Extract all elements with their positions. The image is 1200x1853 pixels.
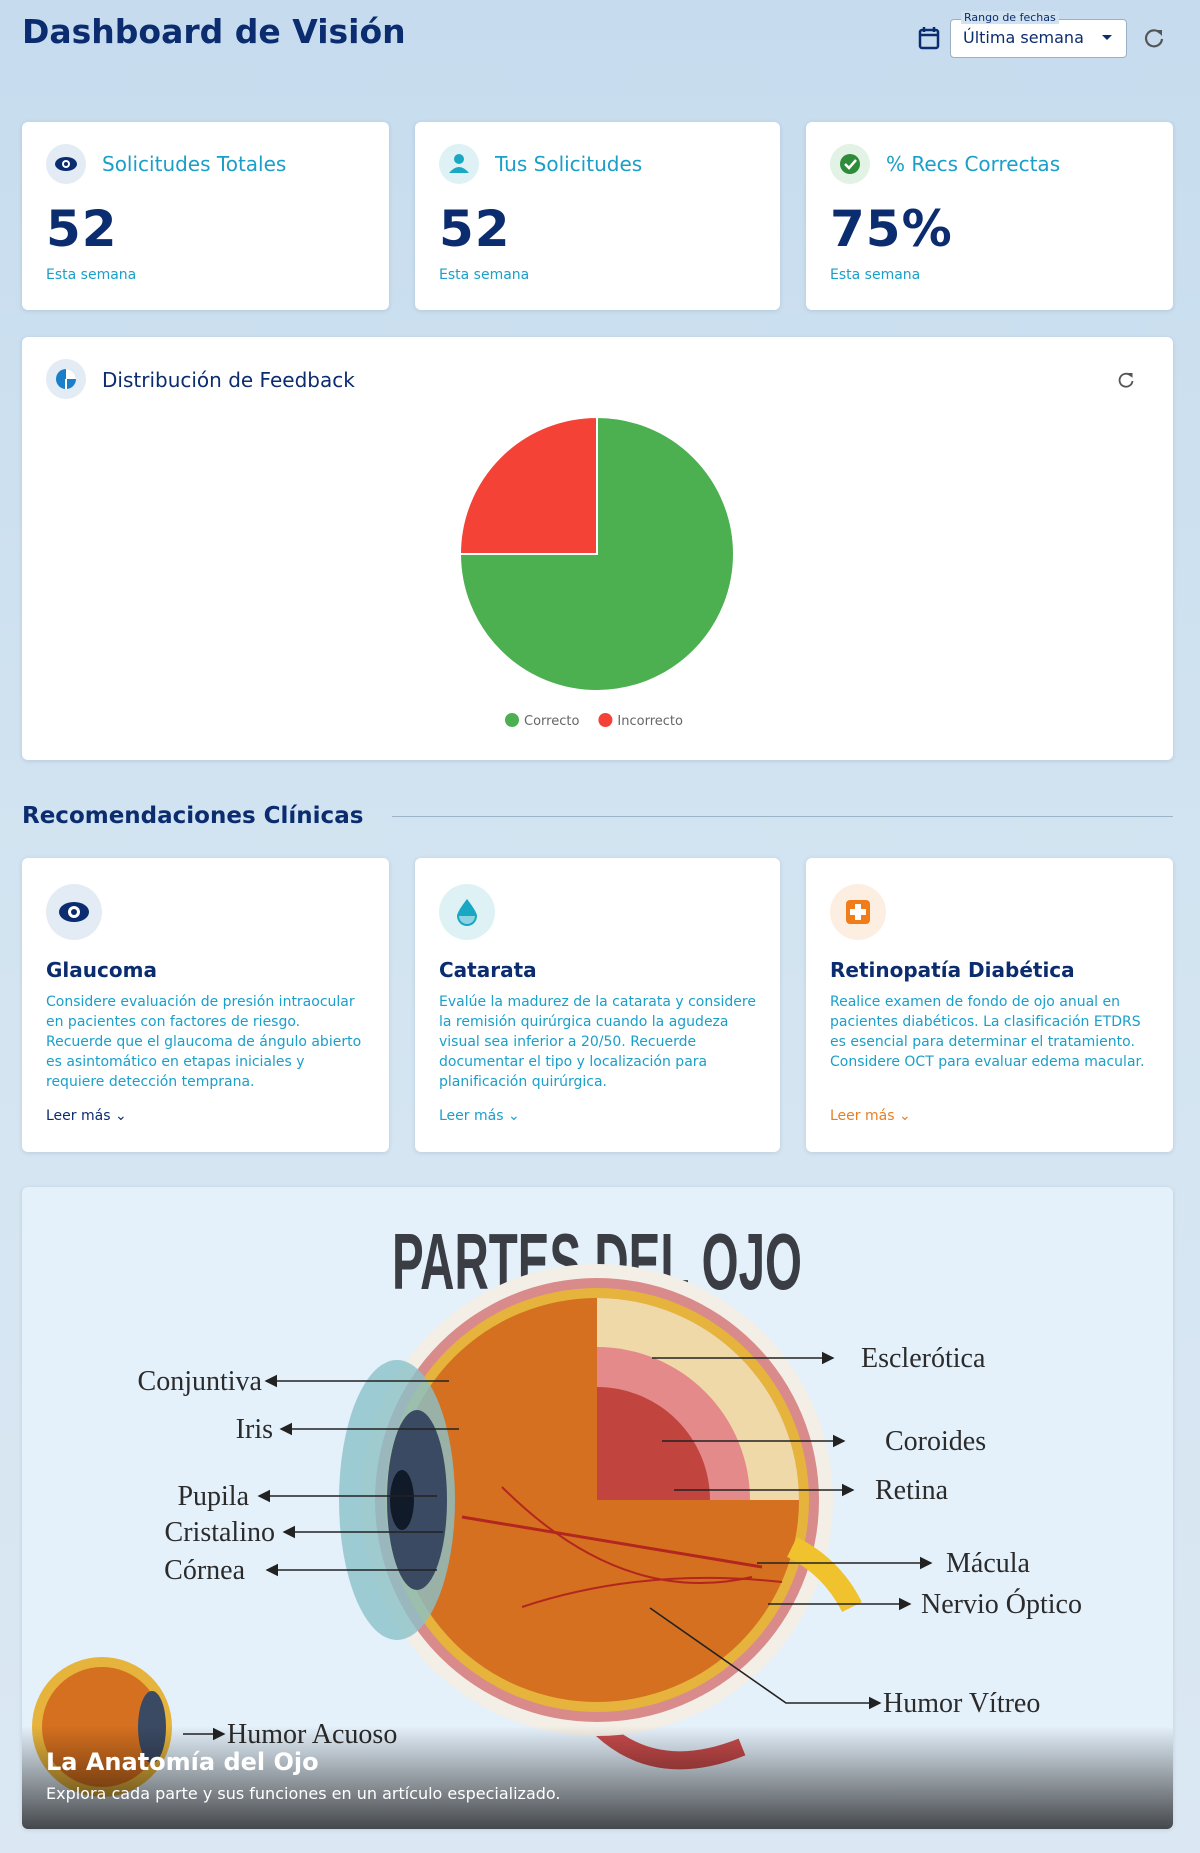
rec-title: Catarata — [439, 958, 537, 982]
refresh-button[interactable] — [1143, 27, 1165, 49]
caption-title: La Anatomía del Ojo — [46, 1748, 319, 1776]
anatomy-label: Coroides — [885, 1426, 986, 1457]
stat-period: Esta semana — [830, 267, 921, 283]
stat-icon — [439, 144, 479, 184]
caption-text: Explora cada parte y sus funciones en un… — [46, 1784, 561, 1803]
anatomy-label: Pupila — [177, 1481, 249, 1512]
chart-icon — [46, 359, 86, 399]
anatomy-label: Iris — [236, 1414, 273, 1445]
legend-swatch — [505, 713, 519, 727]
stat-period: Esta semana — [46, 267, 137, 283]
feedback-card: Distribución de Feedback Correcto Incorre… — [22, 337, 1173, 760]
pie-slice — [458, 415, 735, 692]
rec-text: Evalúe la madurez de la catarata y consi… — [439, 994, 756, 1090]
eye-drawing — [339, 1264, 862, 1770]
legend-label: Correcto — [524, 714, 579, 729]
link-text: Leer más — [830, 1108, 895, 1124]
rec-icon — [830, 884, 886, 940]
stat-period: Esta semana — [439, 267, 530, 283]
legend-label: Incorrecto — [617, 714, 683, 729]
date-range-select[interactable]: Rango de fechas Última semana — [950, 11, 1127, 58]
section-divider — [392, 816, 1173, 817]
anatomy-label: Cristalino — [165, 1517, 275, 1548]
stat-value: 75% — [830, 200, 953, 258]
recommendation-card: Catarata Evalúe la madurez de la catarat… — [415, 858, 780, 1152]
label-arrow — [649, 1607, 882, 1710]
link-text: Leer más — [46, 1108, 111, 1124]
recommendation-card: Retinopatía Diabética Realice examen de … — [806, 858, 1173, 1152]
dropdown-caret — [1102, 35, 1112, 40]
stat-title: Solicitudes Totales — [102, 152, 287, 176]
stat-card: Tus Solicitudes 52 Esta semana — [415, 122, 780, 310]
page-title: Dashboard de Visión — [22, 12, 406, 51]
stat-value: 52 — [439, 200, 511, 258]
anatomy-label: Córnea — [164, 1555, 245, 1586]
rec-icon — [46, 884, 102, 940]
anatomy-label: Retina — [875, 1475, 949, 1506]
stat-title: Tus Solicitudes — [495, 152, 643, 176]
stat-card: % Recs Correctas 75% Esta semana — [806, 122, 1173, 310]
chart-refresh-button[interactable] — [1117, 371, 1135, 389]
stat-card: Solicitudes Totales 52 Esta semana — [22, 122, 389, 310]
select-label: Rango de fechas — [961, 11, 1059, 24]
read-more-link[interactable]: Leer más ⌄ — [46, 1108, 127, 1124]
stat-value: 52 — [46, 200, 118, 258]
anatomy-illustration: PARTES DEL OJO EscleróticaConjuntivaIris… — [22, 1217, 1173, 1829]
anatomy-label: Conjuntiva — [138, 1366, 263, 1397]
rec-title: Glaucoma — [46, 958, 157, 982]
legend-swatch — [598, 713, 613, 727]
rec-icon — [439, 884, 495, 940]
stat-icon — [830, 144, 870, 184]
anatomy-label: Nervio Óptico — [921, 1589, 1082, 1620]
anatomy-label: Humor Vítreo — [883, 1688, 1040, 1719]
pie-slice — [458, 415, 598, 555]
recommendation-card: Glaucoma Considere evaluación de presión… — [22, 858, 389, 1152]
read-more-link[interactable]: Leer más ⌄ — [830, 1108, 911, 1124]
link-text: Leer más — [439, 1108, 504, 1124]
stat-title: % Recs Correctas — [886, 152, 1061, 176]
read-more-link[interactable]: Leer más ⌄ — [439, 1108, 520, 1124]
pie-chart: Correcto Incorrecto — [458, 415, 735, 729]
chart-title: Distribución de Feedback — [102, 368, 355, 392]
calendar-icon — [918, 27, 940, 50]
rec-text: Realice examen de fondo de ojo anual en … — [830, 994, 1145, 1070]
anatomy-label: Mácula — [946, 1548, 1031, 1579]
stat-icon — [46, 144, 86, 184]
anatomy-label: Esclerótica — [861, 1343, 986, 1374]
anatomy-card[interactable]: PARTES DEL OJO Esclerótica Conjuntiva Iris… — [22, 1187, 1173, 1829]
select-value: Última semana — [963, 28, 1084, 47]
rec-text: Considere evaluación de presión intraocu… — [46, 994, 362, 1090]
rec-title: Retinopatía Diabética — [830, 958, 1075, 982]
section-heading: Recomendaciones Clínicas — [22, 803, 364, 829]
caption-overlay — [22, 1726, 1173, 1829]
